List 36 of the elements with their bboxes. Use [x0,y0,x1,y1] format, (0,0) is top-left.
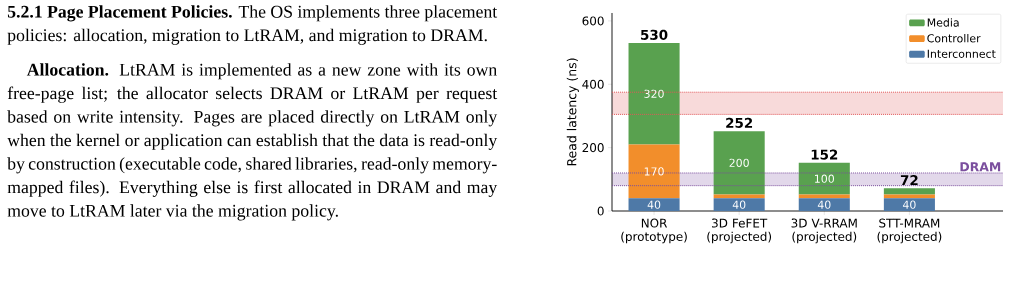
y-tick-label: 600 [582,16,604,26]
x-tick-label: 3D V-RRAM (projected) [791,218,857,244]
bar [883,198,935,211]
data-label: 40 [902,200,916,209]
total-label: 252 [726,117,753,128]
y-axis-title: Read latency (ns) [566,58,579,166]
total-label: 72 [900,175,918,185]
data-label: 320 [644,89,664,98]
legend-label: Media [927,18,959,27]
x-tick-label: STT-MRAM (projected) [877,218,942,244]
bar [883,188,935,195]
bar [713,198,765,211]
bar [798,198,850,211]
y-tick-label: 400 [582,79,604,89]
bar [628,43,680,145]
text: Allocation. LtRAM is implemented as a new zone with its own free-page list; the allocator selects DRAM or LtRAM per request based on write intensity. Pages are placed directly on LtRAM only when the kernel or application can establish that the data is read-only by construction (executable code, shared libraries, read-only memory-mapped files). Everything else is first allocated in DRAM and may move to LtRAM later via the migration policy. [7,63,498,221]
bar [628,144,680,199]
x-tick-label: 3D FeFET (projected) [707,218,772,244]
total-label: 530 [641,29,668,40]
data-label: 100 [815,174,834,183]
data-label: 170 [644,167,664,176]
bar [628,198,680,211]
legend-label: Interconnect [927,49,996,58]
data-label: 200 [729,158,749,167]
legend-label: Controller [927,33,981,43]
y-tick-label: 200 [582,143,604,153]
total-label: 152 [811,149,838,160]
text: 5.2.1 Page Placement Policies. The OS implements three placement policies: allocation, migration to LtRAM, and migration to DRAM. [7,5,498,45]
ref-line-label: DRAM [960,162,1001,172]
data-label: 40 [817,200,831,209]
x-tick-label: NOR (prototype) [621,218,687,244]
bar [798,162,850,195]
data-label: 40 [732,200,746,209]
y-tick-label: 0 [597,206,604,216]
data-label: 40 [647,200,661,209]
bar [713,131,765,195]
